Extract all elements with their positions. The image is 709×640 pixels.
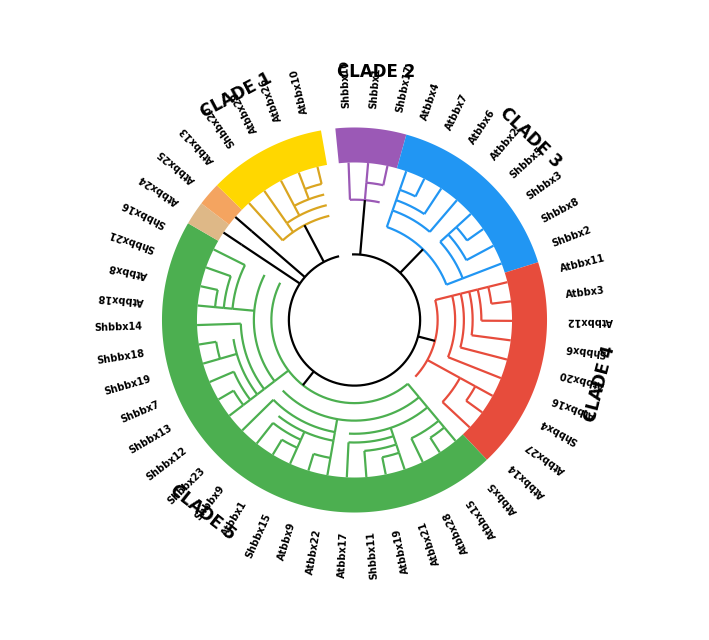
Text: Shbbx12: Shbbx12 — [145, 445, 189, 482]
Text: Shbbx19: Shbbx19 — [103, 374, 152, 397]
Text: Shbbx10: Shbbx10 — [340, 60, 352, 108]
Polygon shape — [397, 134, 538, 273]
Text: Shbbx8: Shbbx8 — [540, 196, 581, 225]
Text: Shbbx11: Shbbx11 — [366, 531, 379, 580]
Text: Atbbx28: Atbbx28 — [442, 509, 471, 555]
Polygon shape — [188, 204, 229, 241]
Text: Atbbx22: Atbbx22 — [305, 528, 323, 575]
Text: Shbbx16: Shbbx16 — [120, 199, 167, 229]
Text: Atbbx12: Atbbx12 — [566, 316, 613, 326]
Text: Atbbx20: Atbbx20 — [559, 369, 605, 390]
Text: Atbbx7: Atbbx7 — [444, 92, 471, 132]
Text: Atbbx11: Atbbx11 — [559, 253, 606, 274]
Text: Shbbx2: Shbbx2 — [551, 225, 593, 248]
Text: Atbbx2: Atbbx2 — [489, 125, 522, 162]
Text: Shbbx14: Shbbx14 — [94, 322, 143, 333]
Polygon shape — [201, 186, 242, 225]
Text: Shbbx23: Shbbx23 — [165, 465, 207, 506]
Text: Atbbx19: Atbbx19 — [391, 527, 411, 574]
Text: CLADE 4: CLADE 4 — [581, 344, 619, 424]
Text: CLADE 3: CLADE 3 — [497, 104, 565, 172]
Text: Atbbx29: Atbbx29 — [230, 89, 260, 134]
Text: Atbbx24: Atbbx24 — [137, 172, 181, 206]
Polygon shape — [463, 262, 547, 460]
Text: Shbbx1: Shbbx1 — [368, 67, 381, 109]
Text: Atbbx8: Atbbx8 — [108, 261, 148, 280]
Text: Shbbx15: Shbbx15 — [243, 511, 272, 559]
Text: Shbbx17: Shbbx17 — [394, 65, 414, 113]
Text: Atbbx3: Atbbx3 — [564, 285, 605, 300]
Polygon shape — [217, 131, 327, 210]
Text: Atbbx25: Atbbx25 — [156, 147, 197, 185]
Text: CLADE 5: CLADE 5 — [166, 481, 239, 543]
Text: CLADE 2: CLADE 2 — [337, 63, 415, 81]
Text: Atbbx16: Atbbx16 — [550, 394, 596, 420]
Text: Shbbx20: Shbbx20 — [201, 104, 237, 149]
Polygon shape — [162, 223, 487, 513]
Text: Shbbx9: Shbbx9 — [193, 483, 227, 522]
Text: Atbbx27: Atbbx27 — [523, 440, 566, 476]
Text: Atbbx5: Atbbx5 — [487, 479, 520, 516]
Text: Atbbx14: Atbbx14 — [506, 461, 547, 500]
Text: Atbbx1: Atbbx1 — [220, 499, 249, 538]
Polygon shape — [335, 127, 406, 168]
Text: CLADE 1: CLADE 1 — [197, 69, 275, 122]
Text: Atbbx18: Atbbx18 — [96, 291, 144, 305]
Text: Shbbx13: Shbbx13 — [127, 423, 174, 456]
Text: Shbbx3: Shbbx3 — [525, 170, 564, 202]
Text: Atbbx15: Atbbx15 — [465, 496, 498, 540]
Text: Shbbx18: Shbbx18 — [96, 348, 145, 365]
Text: Atbbx10: Atbbx10 — [289, 68, 310, 115]
Text: Shbbx7: Shbbx7 — [119, 399, 162, 424]
Text: Atbbx9: Atbbx9 — [276, 522, 297, 562]
Text: Atbbx17: Atbbx17 — [337, 532, 349, 579]
Text: Atbbx21: Atbbx21 — [418, 520, 442, 566]
Text: Atbbx6: Atbbx6 — [467, 108, 497, 146]
Text: Atbbx26: Atbbx26 — [259, 77, 284, 124]
Text: Shbbx21: Shbbx21 — [108, 228, 156, 254]
Text: Atbbx13: Atbbx13 — [178, 125, 216, 166]
Text: Shbbx6: Shbbx6 — [564, 342, 607, 358]
Text: Shbbx5: Shbbx5 — [508, 145, 545, 180]
Text: Atbbx4: Atbbx4 — [420, 81, 442, 121]
Text: Shbbx4: Shbbx4 — [538, 418, 579, 447]
